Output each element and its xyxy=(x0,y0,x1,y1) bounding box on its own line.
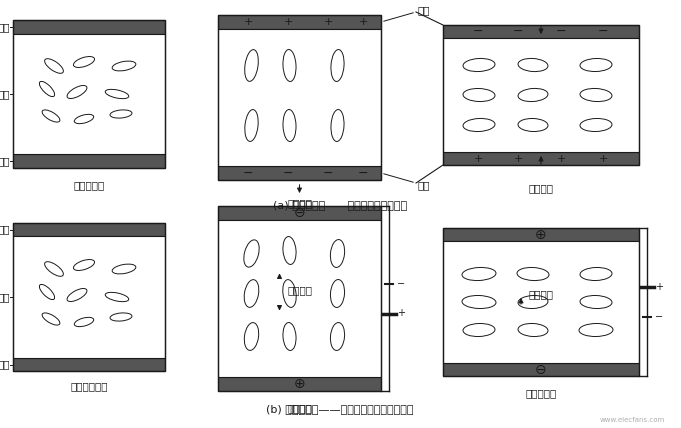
Text: −: − xyxy=(655,312,663,322)
Text: (a) 正压电效应——外力使晶体产生电荷: (a) 正压电效应——外力使晶体产生电荷 xyxy=(273,200,407,210)
Bar xyxy=(13,358,165,371)
Text: +: + xyxy=(397,309,405,318)
Text: −: − xyxy=(323,166,333,179)
Bar xyxy=(218,206,381,391)
Text: 晶体: 晶体 xyxy=(0,89,10,99)
Bar xyxy=(218,206,381,220)
Bar xyxy=(443,228,639,241)
Text: 压缩外力: 压缩外力 xyxy=(528,183,554,193)
Text: +: + xyxy=(513,154,523,163)
Text: 外加电场: 外加电场 xyxy=(287,403,312,413)
Bar xyxy=(13,20,165,168)
Bar xyxy=(218,220,381,377)
Bar xyxy=(443,228,639,376)
Text: www.elecfans.com: www.elecfans.com xyxy=(600,417,665,423)
Text: 电荷: 电荷 xyxy=(418,5,430,15)
Text: 电极: 电极 xyxy=(0,360,10,369)
Text: +: + xyxy=(283,17,293,27)
Text: ⊕: ⊕ xyxy=(294,377,305,391)
Text: 电极: 电极 xyxy=(0,225,10,235)
Bar xyxy=(218,15,381,180)
Text: −: − xyxy=(473,25,484,38)
Bar xyxy=(443,152,639,165)
Bar xyxy=(218,15,381,29)
Text: −: − xyxy=(598,25,608,38)
Bar xyxy=(443,241,639,363)
Bar xyxy=(13,236,165,358)
Bar xyxy=(13,34,165,154)
Text: −: − xyxy=(283,166,294,179)
Text: +: + xyxy=(556,154,566,163)
Text: 电荷: 电荷 xyxy=(418,180,430,190)
Bar xyxy=(443,25,639,38)
Text: 内应张力: 内应张力 xyxy=(287,285,312,295)
Text: 内应缩力: 内应缩力 xyxy=(528,289,554,299)
Text: ⊕: ⊕ xyxy=(535,228,547,241)
Bar xyxy=(218,377,381,391)
Text: ⊖: ⊖ xyxy=(294,206,305,220)
Bar xyxy=(13,223,165,371)
Text: +: + xyxy=(243,17,253,27)
Bar xyxy=(218,166,381,180)
Text: 拉伸外力: 拉伸外力 xyxy=(287,198,312,208)
Text: −: − xyxy=(397,279,405,288)
Text: −: − xyxy=(556,25,566,38)
Text: 未加压力时: 未加压力时 xyxy=(74,180,105,190)
Bar xyxy=(443,38,639,152)
Text: +: + xyxy=(323,17,333,27)
Text: 晶体: 晶体 xyxy=(0,292,10,302)
Text: +: + xyxy=(655,282,663,292)
Bar xyxy=(13,154,165,168)
Text: +: + xyxy=(473,154,483,163)
Text: −: − xyxy=(242,166,253,179)
Text: 外加反向场: 外加反向场 xyxy=(525,388,556,398)
Bar xyxy=(218,29,381,166)
Bar xyxy=(443,25,639,165)
Bar xyxy=(13,223,165,236)
Text: ⊖: ⊖ xyxy=(535,363,547,377)
Bar xyxy=(13,20,165,34)
Text: −: − xyxy=(513,25,523,38)
Text: (b) 逆压电效应——外加电场使晶体产生形变: (b) 逆压电效应——外加电场使晶体产生形变 xyxy=(266,404,414,414)
Text: −: − xyxy=(358,166,368,179)
Text: +: + xyxy=(358,17,368,27)
Text: 未施加电场时: 未施加电场时 xyxy=(70,381,108,391)
Text: 电极: 电极 xyxy=(0,156,10,166)
Text: +: + xyxy=(599,154,607,163)
Text: 电极: 电极 xyxy=(0,22,10,32)
Bar xyxy=(443,363,639,376)
